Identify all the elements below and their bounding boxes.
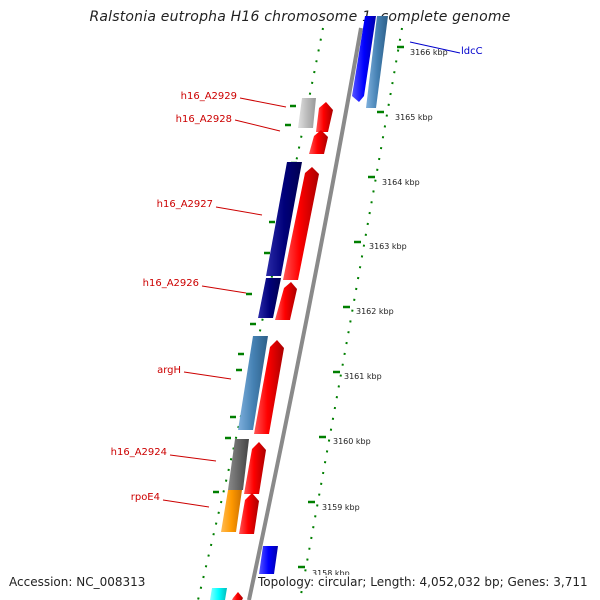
leader-line-ldcc [409, 41, 461, 54]
gene-arrow-rpoe4[interactable] [239, 493, 259, 534]
genome-summary-text: Topology: circular; Length: 4,052,032 bp… [258, 575, 588, 589]
gene-label-h16-a2926[interactable]: h16_A2926 [143, 278, 199, 289]
inner-scale-dashes [298, 45, 404, 569]
gene-arrow-h16-a2928[interactable] [309, 130, 328, 154]
inner-track-dotted-line [299, 27, 403, 600]
genome-backbone [247, 27, 363, 600]
gene-arrow-bottom[interactable] [232, 592, 243, 600]
gene-label-h16-a2927[interactable]: h16_A2927 [157, 199, 213, 210]
tick-label: 3162 kbp [356, 307, 394, 316]
tick-label: 3165 kbp [395, 113, 433, 122]
gene-label-argh[interactable]: argH [157, 365, 181, 376]
gene-block-steelblue[interactable] [366, 16, 388, 108]
gene-arrow-h16-a2927[interactable] [283, 167, 319, 280]
gene-block-blue[interactable] [352, 16, 376, 102]
gene-block-navy[interactable] [266, 162, 302, 276]
gene-arrow-h16-a2926[interactable] [275, 282, 297, 320]
gene-arrow-h16-a2924[interactable] [244, 442, 266, 494]
leader-lines [162, 97, 287, 508]
gene-label-h16-a2924[interactable]: h16_A2924 [111, 447, 167, 458]
gene-block-navy-2[interactable] [258, 278, 281, 318]
tick-label: 3163 kbp [369, 242, 407, 251]
gene-block-blue-2[interactable] [259, 546, 278, 574]
gene-arrow-h16-a2929[interactable] [316, 102, 333, 132]
gene-block-cyan[interactable] [210, 588, 227, 600]
gene-block-gray[interactable] [228, 439, 249, 490]
tick-label: 3158 kbp [312, 569, 350, 578]
gene-label-rpoe4[interactable]: rpoE4 [131, 492, 160, 503]
gene-block-lightgray[interactable] [298, 98, 316, 128]
gene-label-h16-a2929[interactable]: h16_A2929 [181, 91, 237, 102]
gene-block-orange[interactable] [221, 490, 242, 532]
gene-features [210, 16, 388, 600]
tick-label: 3161 kbp [344, 372, 382, 381]
gene-block-steelblue-2[interactable] [238, 336, 268, 430]
tick-label: 3159 kbp [322, 503, 360, 512]
tick-label: 3166 kbp [410, 48, 448, 57]
gene-arrow-argh[interactable] [254, 340, 284, 434]
map-title: Ralstonia eutropha H16 chromosome 1, com… [89, 9, 511, 25]
accession-text: Accession: NC_008313 [9, 575, 148, 589]
gene-label-ldcc[interactable]: ldcC [461, 46, 483, 57]
tick-label: 3164 kbp [382, 178, 420, 187]
tick-label: 3160 kbp [333, 437, 371, 446]
gene-label-h16-a2928[interactable]: h16_A2928 [176, 114, 232, 125]
